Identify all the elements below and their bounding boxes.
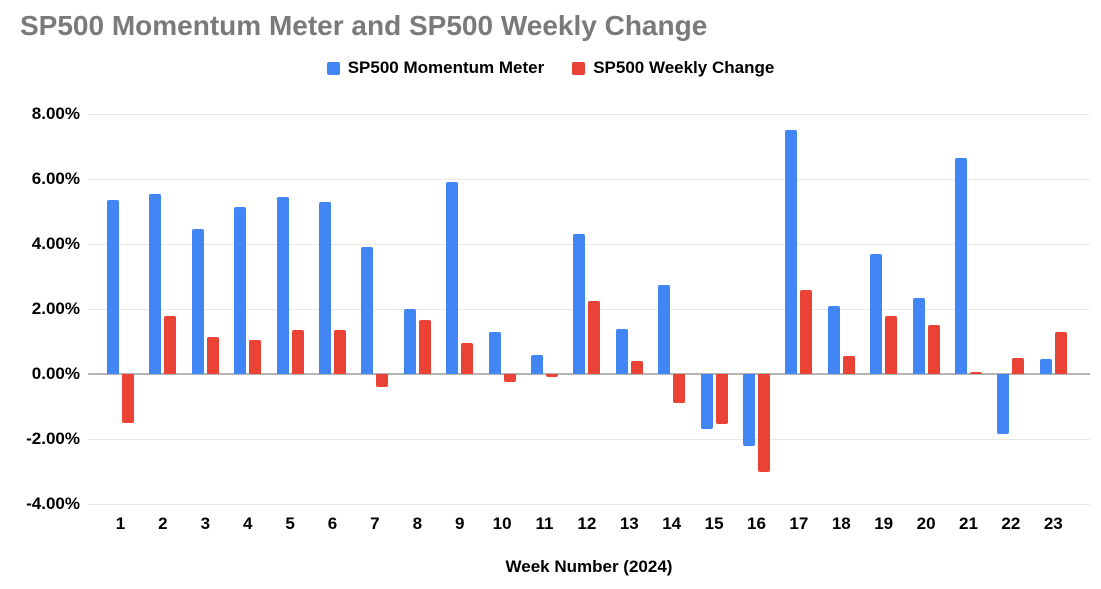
x-tick-label-week-18: 18: [831, 514, 851, 533]
x-tick-label-week-8: 8: [412, 514, 423, 533]
bar-momentum-meter-week-2[interactable]: [149, 193, 162, 374]
bar-weekly-change-week-2[interactable]: [164, 315, 177, 374]
x-tick-label-week-21: 21: [959, 514, 978, 533]
bar-weekly-change-week-4[interactable]: [249, 339, 262, 374]
x-tick-label-week-23: 23: [1043, 514, 1063, 533]
x-tick-label-week-20: 20: [916, 514, 936, 533]
bar-weekly-change-week-18[interactable]: [842, 356, 855, 374]
legend-swatch-weekly-change-icon: [572, 61, 586, 75]
bar-weekly-change-week-20[interactable]: [927, 325, 940, 374]
plot-area: [88, 114, 1090, 505]
bar-weekly-change-week-8[interactable]: [418, 320, 431, 374]
y-tick-label: -4.00%: [26, 494, 80, 513]
legend-swatch-momentum-meter-icon: [326, 61, 340, 75]
x-tick-label-week-11: 11: [535, 514, 554, 533]
legend: SP500 Momentum Meter SP500 Weekly Change: [0, 58, 1101, 78]
bar-momentum-meter-week-14[interactable]: [658, 284, 671, 374]
x-tick-label-week-1: 1: [115, 514, 126, 533]
bar-momentum-meter-week-6[interactable]: [319, 201, 331, 374]
bar-weekly-change-week-5[interactable]: [291, 330, 304, 374]
bar-momentum-meter-week-12[interactable]: [573, 234, 586, 374]
bar-momentum-meter-week-11[interactable]: [531, 354, 543, 374]
bar-weekly-change-week-6[interactable]: [334, 330, 346, 374]
bar-momentum-meter-week-9[interactable]: [446, 182, 459, 374]
bar-momentum-meter-week-4[interactable]: [234, 206, 247, 374]
x-tick-label-week-3: 3: [200, 514, 211, 533]
bar-weekly-change-week-9[interactable]: [461, 343, 474, 374]
x-tick-label-week-7: 7: [370, 514, 380, 533]
gridline: [88, 244, 1090, 245]
bar-momentum-meter-week-1[interactable]: [107, 200, 119, 374]
bar-momentum-meter-week-22[interactable]: [997, 374, 1010, 435]
legend-label-momentum-meter: SP500 Momentum Meter: [347, 58, 545, 77]
x-tick-label-week-13: 13: [619, 514, 639, 533]
gridline: [88, 439, 1090, 440]
bar-momentum-meter-week-19[interactable]: [870, 253, 883, 374]
bar-weekly-change-week-22[interactable]: [1012, 357, 1025, 374]
bar-weekly-change-week-10[interactable]: [503, 374, 516, 383]
bar-momentum-meter-week-13[interactable]: [615, 328, 628, 374]
bar-weekly-change-week-13[interactable]: [630, 361, 643, 374]
gridline: [88, 114, 1090, 115]
y-tick-label: 8.00%: [31, 104, 80, 123]
bar-weekly-change-week-3[interactable]: [206, 336, 219, 374]
x-tick-label-week-19: 19: [874, 514, 894, 533]
bar-momentum-meter-week-5[interactable]: [276, 196, 289, 374]
bar-momentum-meter-week-20[interactable]: [912, 297, 925, 374]
y-tick-label: 4.00%: [31, 234, 80, 253]
bar-momentum-meter-week-3[interactable]: [191, 229, 204, 374]
y-tick-label: 2.00%: [31, 299, 80, 318]
gridline: [88, 179, 1090, 180]
x-tick-label-week-6: 6: [327, 514, 338, 533]
x-axis-line: [88, 373, 1090, 375]
legend-label-weekly-change: SP500 Weekly Change: [593, 58, 775, 77]
y-tick-label: 0.00%: [31, 364, 80, 383]
x-tick-label-week-15: 15: [704, 514, 724, 533]
y-axis-labels: 8.00% 6.00% 4.00% 2.00% 0.00% -2.00% -4.00%: [0, 0, 80, 589]
bar-momentum-meter-week-10[interactable]: [488, 331, 501, 374]
bar-momentum-meter-week-7[interactable]: [361, 247, 374, 374]
bar-momentum-meter-week-16[interactable]: [743, 374, 755, 446]
bar-weekly-change-week-12[interactable]: [588, 300, 601, 374]
bar-momentum-meter-week-17[interactable]: [785, 130, 798, 374]
x-tick-label-week-2: 2: [158, 514, 168, 533]
x-tick-label-week-10: 10: [492, 514, 512, 533]
x-tick-label-week-17: 17: [789, 514, 809, 533]
bar-weekly-change-week-23[interactable]: [1054, 331, 1067, 374]
bar-weekly-change-week-1[interactable]: [122, 374, 134, 423]
bar-momentum-meter-week-23[interactable]: [1039, 359, 1052, 374]
gridline: [88, 504, 1090, 505]
bar-weekly-change-week-15[interactable]: [715, 374, 728, 425]
bar-momentum-meter-week-18[interactable]: [827, 305, 840, 374]
x-tick-label-week-14: 14: [662, 514, 682, 533]
x-tick-label-week-12: 12: [577, 514, 597, 533]
bar-weekly-change-week-21[interactable]: [970, 372, 982, 374]
bar-momentum-meter-week-15[interactable]: [700, 374, 713, 430]
y-tick-label: -2.00%: [26, 429, 80, 448]
legend-item-weekly-change[interactable]: SP500 Weekly Change: [572, 58, 774, 78]
x-tick-label-week-16: 16: [747, 514, 766, 533]
x-axis-title: Week Number (2024): [505, 557, 673, 576]
bar-weekly-change-week-11[interactable]: [546, 374, 558, 378]
bar-weekly-change-week-14[interactable]: [673, 374, 686, 404]
bar-weekly-change-week-17[interactable]: [800, 289, 813, 374]
chart-title: SP500 Momentum Meter and SP500 Weekly Ch…: [20, 10, 708, 41]
bar-weekly-change-week-19[interactable]: [885, 315, 898, 374]
x-tick-label-week-5: 5: [285, 514, 295, 533]
bar-momentum-meter-week-21[interactable]: [955, 157, 967, 374]
x-tick-label-week-9: 9: [454, 514, 465, 533]
legend-item-momentum-meter[interactable]: SP500 Momentum Meter: [326, 58, 545, 78]
y-tick-label: 6.00%: [31, 169, 80, 188]
x-tick-label-week-22: 22: [1001, 514, 1021, 533]
bar-weekly-change-week-7[interactable]: [376, 374, 389, 387]
x-tick-label-week-4: 4: [242, 514, 253, 533]
bar-weekly-change-week-16[interactable]: [758, 374, 770, 472]
bar-momentum-meter-week-8[interactable]: [403, 309, 416, 374]
